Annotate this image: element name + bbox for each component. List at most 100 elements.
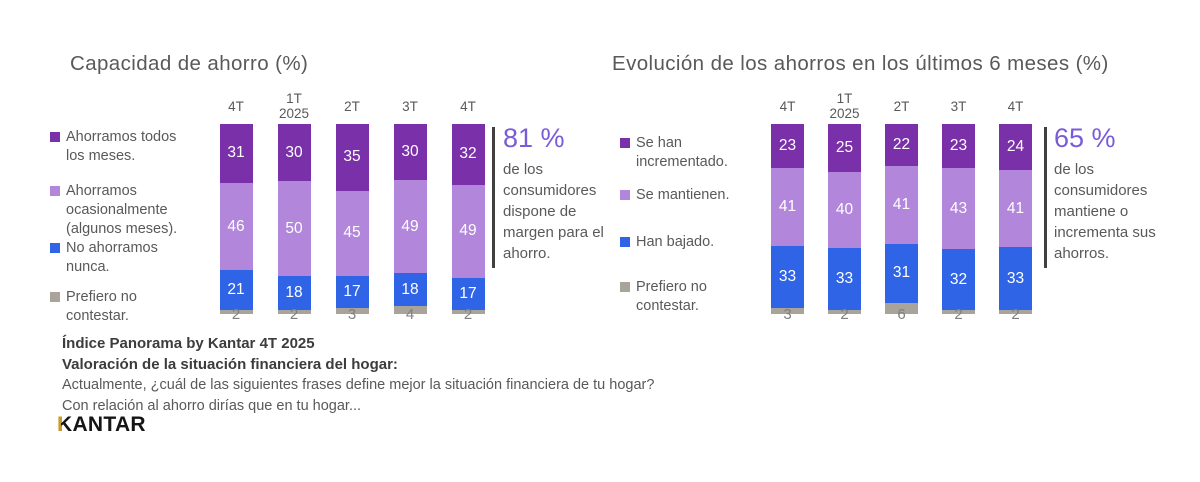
bar-column: 4T 24 41 33 2 xyxy=(987,90,1044,323)
stacked-bar: 25 40 33 2 xyxy=(828,124,861,323)
stacked-bar: 23 43 32 2 xyxy=(942,124,975,323)
category-label: 2T xyxy=(323,90,381,122)
bar-value-label: 21 xyxy=(227,281,245,299)
bar-value-label: 49 xyxy=(459,222,477,240)
category-label: 4T xyxy=(759,90,816,122)
callout-description: de los consumidores mantiene o increment… xyxy=(1054,161,1156,263)
bar-value-label: 49 xyxy=(401,217,419,235)
bar-value-label: 35 xyxy=(343,148,361,166)
bar-segment: 18 xyxy=(277,276,311,311)
legend-item: No ahorramos nunca. xyxy=(50,239,196,277)
bar-value-label-gray: 6 xyxy=(897,306,906,323)
bar-segment xyxy=(335,308,369,314)
bar-value-label: 23 xyxy=(949,136,968,154)
bar-value-label: 18 xyxy=(401,280,419,298)
bar-value-label: 30 xyxy=(401,143,419,161)
legend-item: Se mantienen. xyxy=(620,186,754,205)
legend-swatch xyxy=(620,190,630,200)
legend-label: Ahorramos todos los meses. xyxy=(66,129,177,164)
category-label-line: 2T xyxy=(344,98,360,114)
bar-value-label: 30 xyxy=(285,143,303,161)
legend-item: Prefiero no contestar. xyxy=(50,288,196,326)
legend-evolucion-ahorros: Se han incrementado. Se mantienen. Han baj… xyxy=(620,134,754,332)
category-label-line: 4T xyxy=(228,98,244,114)
bar-column: 4T 32 49 17 2 xyxy=(439,90,497,323)
legend-capacidad-ahorro: Ahorramos todos los meses. Ahorramos ocas… xyxy=(50,128,196,342)
bar-value-label-gray: 2 xyxy=(1011,306,1020,323)
plot-capacidad-ahorro: 4T 31 46 21 2 1T 2025 30 50 18 2 2T 35 45 17 3 3T 30 49 18 4… xyxy=(207,90,497,323)
bar-value-label: 32 xyxy=(459,145,477,163)
category-label: 3T xyxy=(381,90,439,122)
legend-swatch xyxy=(50,292,60,302)
legend-swatch xyxy=(620,282,630,292)
bar-segment: 31 xyxy=(219,124,253,183)
bar-segment: 23 xyxy=(942,124,975,168)
bar-value-label: 43 xyxy=(949,199,968,217)
bar-segment: 17 xyxy=(335,276,369,309)
footnote-source: Índice Panorama by Kantar 4T 2025 xyxy=(62,335,315,352)
bar-column: 1T 2025 25 40 33 2 xyxy=(816,90,873,323)
bar-segment: 30 xyxy=(393,124,427,181)
bar-value-label: 46 xyxy=(227,217,245,235)
callout-percentage: 81 % xyxy=(503,123,565,153)
bar-segment: 49 xyxy=(393,180,427,273)
callout-description: de los consumidores dispone de margen pa… xyxy=(503,161,604,263)
bar-value-label: 33 xyxy=(778,267,797,285)
bar-value-label-gray: 2 xyxy=(231,306,241,323)
stacked-bar: 32 49 17 2 xyxy=(451,124,485,323)
bar-segment: 17 xyxy=(451,277,485,311)
legend-item: Han bajado. xyxy=(620,233,754,252)
bar-column: 4T 23 41 33 3 xyxy=(759,90,816,323)
bar-value-label: 31 xyxy=(227,144,245,162)
callout-evolucion-ahorros: 65 % de los consumidores mantiene o incr… xyxy=(1054,122,1172,264)
bar-segment: 45 xyxy=(335,190,369,276)
footnote-question-2: Con relación al ahorro dirías que en tu … xyxy=(62,398,362,414)
kantar-logo: KANTAR xyxy=(57,413,146,436)
bar-value-label-gray: 2 xyxy=(289,306,299,323)
bar-segment: 21 xyxy=(219,270,253,311)
legend-item: Ahorramos todos los meses. xyxy=(50,128,196,166)
category-label-line: 2025 xyxy=(829,106,860,121)
callout-bracket-left xyxy=(492,127,495,268)
bar-segment xyxy=(219,310,253,314)
bar-value-label-gray: 2 xyxy=(954,306,963,323)
bar-column: 3T 23 43 32 2 xyxy=(930,90,987,323)
bar-segment xyxy=(999,310,1032,314)
category-label: 2T xyxy=(873,90,930,122)
footnote-section-title: Valoración de la situación financiera de… xyxy=(62,356,398,373)
bar-segment: 41 xyxy=(999,169,1032,248)
stacked-bar: 23 41 33 3 xyxy=(771,124,804,323)
legend-label: Han bajado. xyxy=(636,234,715,250)
category-label-line: 3T xyxy=(402,98,418,114)
bar-segment: 32 xyxy=(942,249,975,311)
bar-segment: 43 xyxy=(942,167,975,250)
bar-column: 4T 31 46 21 2 xyxy=(207,90,265,323)
category-label-line: 4T xyxy=(779,98,796,114)
bar-segment: 49 xyxy=(451,184,485,278)
footnote-block: Índice Panorama by Kantar 4T 2025 Valora… xyxy=(62,333,654,417)
bar-segment xyxy=(277,310,311,314)
bar-segment: 32 xyxy=(451,124,485,185)
bar-segment: 25 xyxy=(828,124,861,172)
callout-percentage: 65 % xyxy=(1054,123,1116,153)
bar-segment: 23 xyxy=(771,124,804,168)
category-label-line: 2T xyxy=(893,98,910,114)
bar-value-label: 33 xyxy=(1006,269,1025,287)
bar-segment: 33 xyxy=(771,245,804,309)
bar-value-label: 41 xyxy=(1006,199,1025,217)
bar-column: 1T 2025 30 50 18 2 xyxy=(265,90,323,323)
bar-value-label: 25 xyxy=(835,138,854,156)
bar-segment: 24 xyxy=(999,124,1032,170)
stacked-bar: 31 46 21 2 xyxy=(219,124,253,323)
category-label-line: 1T xyxy=(286,91,302,106)
bar-segment: 35 xyxy=(335,124,369,191)
category-label: 4T xyxy=(987,90,1044,122)
bar-segment xyxy=(393,306,427,314)
category-label: 1T 2025 xyxy=(816,90,873,122)
bar-value-label-gray: 2 xyxy=(840,306,849,323)
bar-segment: 30 xyxy=(277,124,311,181)
bar-segment xyxy=(451,310,485,314)
chart-title-capacidad-ahorro: Capacidad de ahorro (%) xyxy=(70,52,309,75)
chart-title-evolucion-ahorros: Evolución de los ahorros en los últimos … xyxy=(612,52,1109,75)
